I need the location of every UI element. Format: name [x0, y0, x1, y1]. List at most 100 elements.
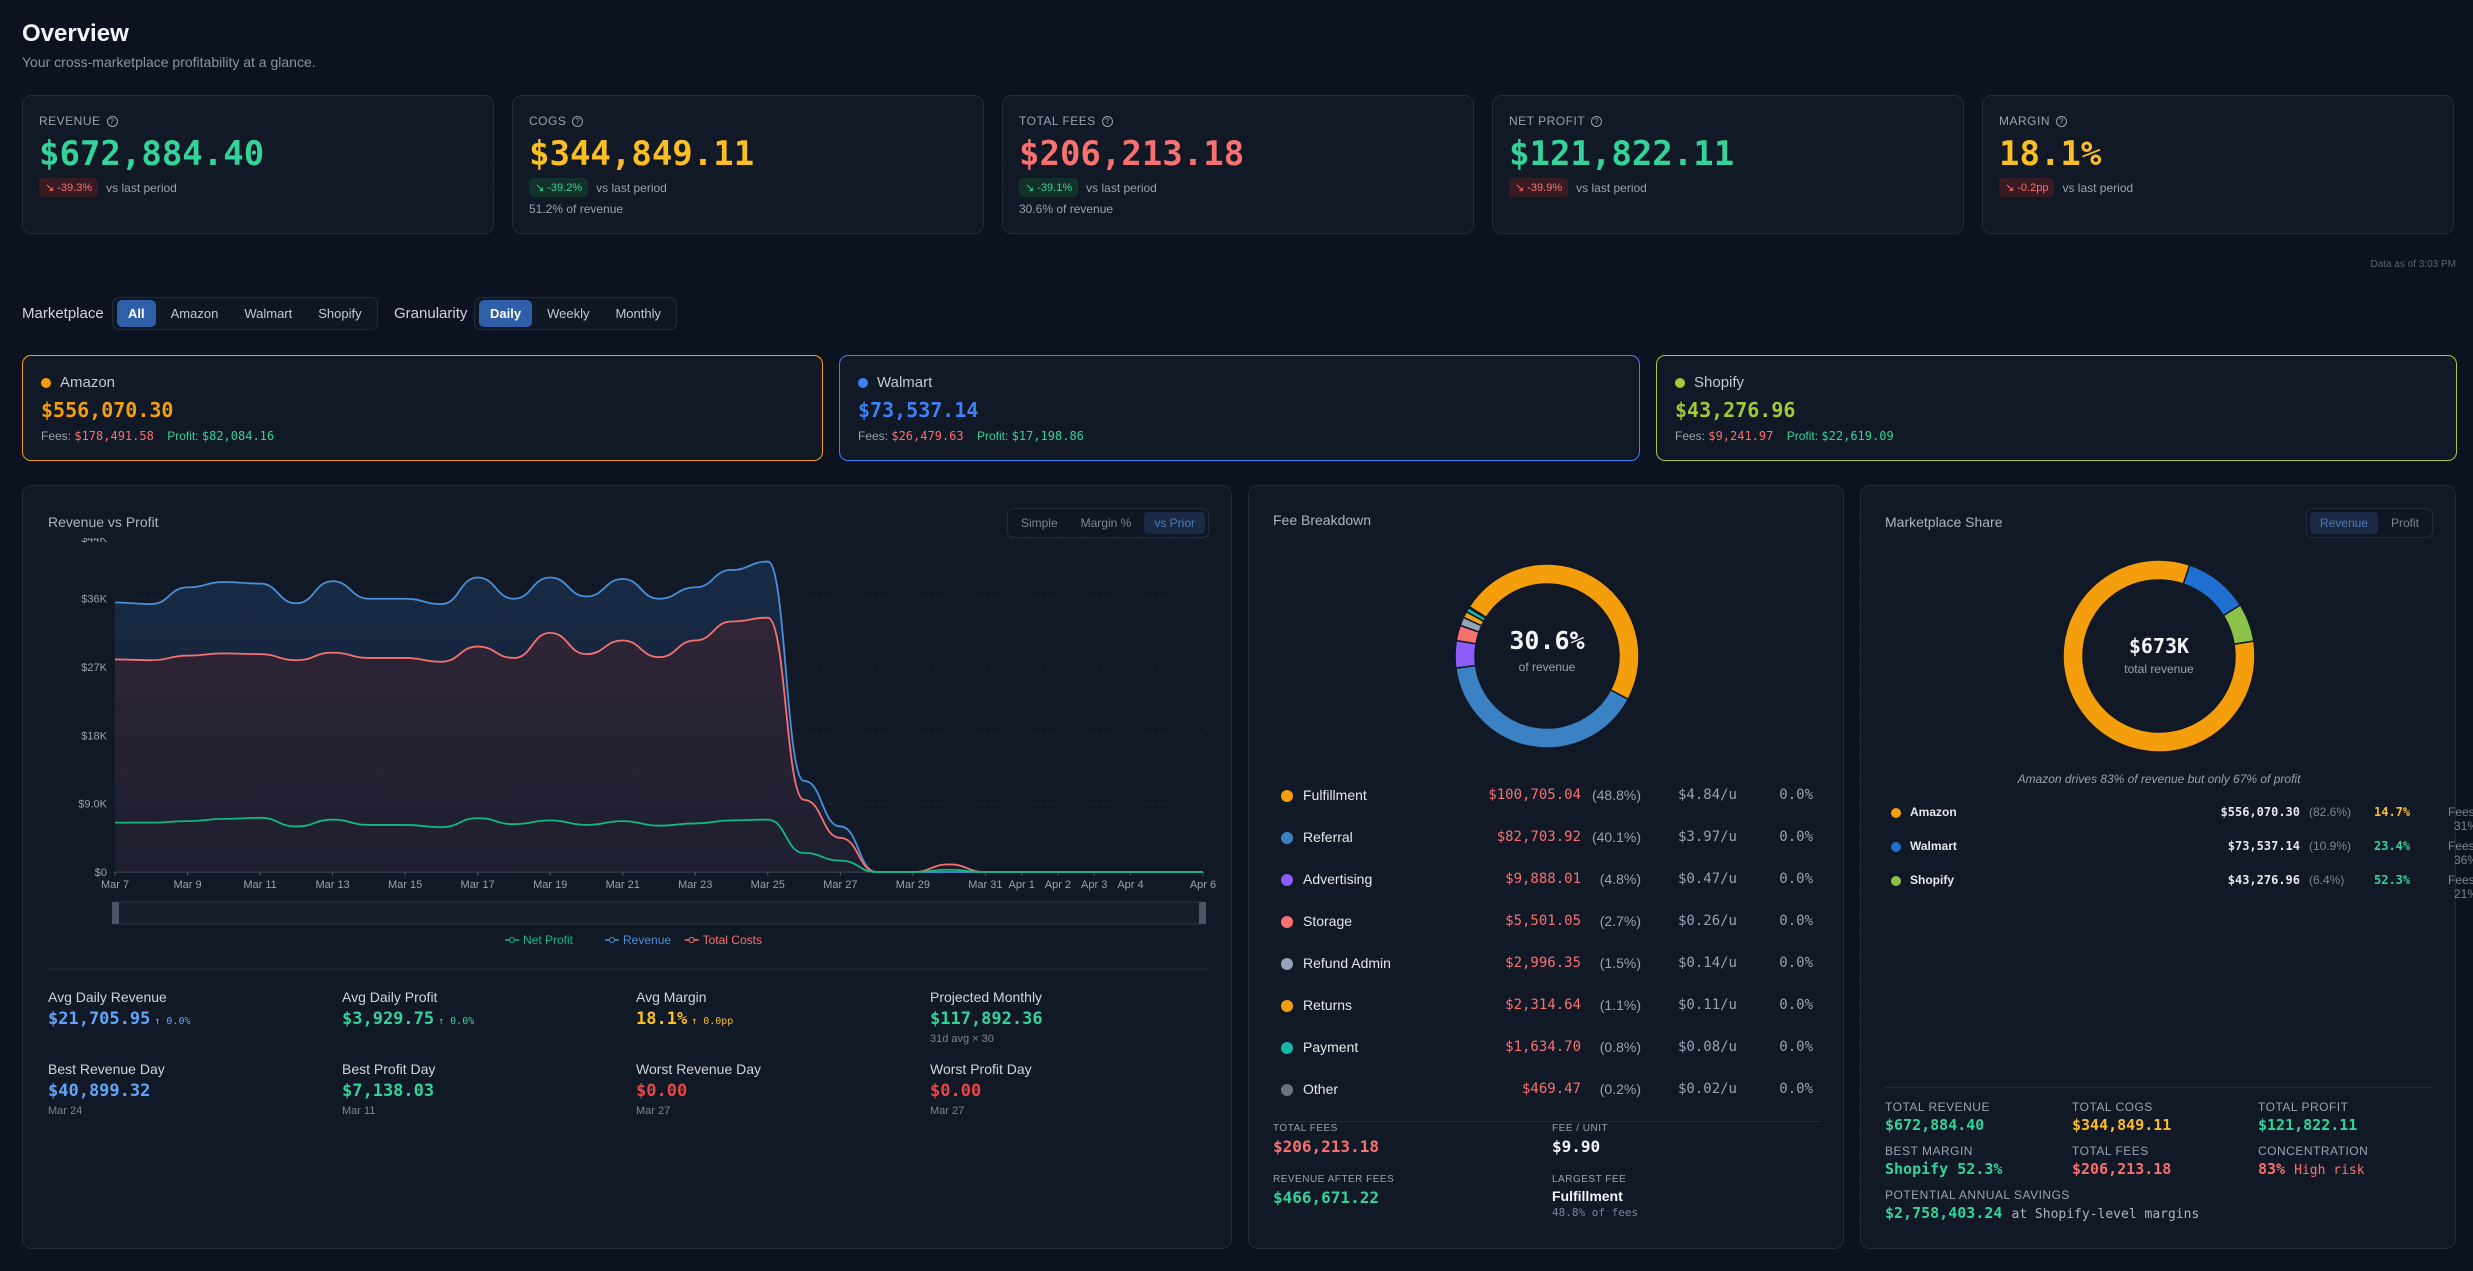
- marketplace-dot-icon: [1675, 377, 1685, 388]
- marketplace-card-shopify[interactable]: Shopify $43,276.96 Fees: $9,241.97 Profit:…: [1656, 355, 2457, 461]
- share-row-walmart[interactable]: Walmart $73,537.14 (10.9%) 23.4% Fees: 36%: [1891, 839, 2473, 869]
- marketplace-option-all[interactable]: All: [117, 300, 156, 327]
- share-donut-slice-walmart[interactable]: [2182, 564, 2242, 617]
- fee-per-unit: $0.08/u: [1677, 1039, 1737, 1055]
- fee-name: Refund Admin: [1303, 955, 1391, 971]
- stat-label: Worst Profit Day: [930, 1061, 1032, 1077]
- legend-item-net-profit[interactable]: Net Profit: [505, 933, 574, 947]
- share-mode-revenue[interactable]: Revenue: [2309, 512, 2378, 534]
- range-brush-handle-right[interactable]: [1199, 902, 1206, 924]
- fee-change: 0.0%: [1779, 871, 1813, 887]
- fee-row-other[interactable]: Other $469.47 (0.2%) $0.02/u 0.0%: [1281, 1079, 1821, 1121]
- fee-per-unit: $0.02/u: [1677, 1081, 1737, 1097]
- share-mode-profit[interactable]: Profit: [2390, 516, 2419, 530]
- granularity-option-monthly[interactable]: Monthly: [615, 306, 661, 321]
- fee-dot-icon: [1281, 790, 1293, 802]
- marketplace-card-name: Amazon: [41, 374, 115, 391]
- marketplace-card-amazon[interactable]: Amazon $556,070.30 Fees: $178,491.58 Profi…: [22, 355, 823, 461]
- marketplace-option-shopify[interactable]: Shopify: [318, 306, 362, 321]
- fee-row-storage[interactable]: Storage $5,501.05 (2.7%) $0.26/u 0.0%: [1281, 911, 1821, 953]
- info-icon[interactable]: ?: [106, 115, 118, 127]
- share-margin: 23.4%: [2374, 839, 2411, 853]
- kpi-change-badge: ↘ -39.2%: [529, 178, 589, 197]
- fee-row-referral[interactable]: Referral $82,703.92 (40.1%) $3.97/u 0.0%: [1281, 827, 1821, 869]
- fee-donut-slice-referral[interactable]: [1454, 664, 1630, 749]
- x-tick-label: Mar 9: [173, 879, 201, 891]
- marketplace-option-walmart[interactable]: Walmart: [244, 306, 293, 321]
- fee-percent: (1.5%): [1599, 955, 1641, 971]
- stat-worst-profit-day: Worst Profit Day $0.00 Mar 27: [930, 1061, 1032, 1117]
- kpi-label: TOTAL FEES?: [1019, 114, 1113, 128]
- kpi-change-period: vs last period: [596, 180, 667, 195]
- fees-label: Fees:: [1675, 429, 1706, 443]
- revenue-profit-chart[interactable]: $0 $9.0K $18K $27K $36K $44K Mar 7 Mar 9 Mar 11 M…: [23, 538, 1233, 998]
- legend-item-revenue[interactable]: Revenue: [605, 933, 671, 947]
- fee-row-fulfillment[interactable]: Fulfillment $100,705.04 (48.8%) $4.84/u 0.0%: [1281, 785, 1821, 827]
- share-potential-savings: POTENTIAL ANNUAL SAVINGS $2,758,403.24 a…: [1885, 1188, 2200, 1222]
- kpi-value: $121,822.11: [1509, 134, 1735, 174]
- share-row-amazon[interactable]: Amazon $556,070.30 (82.6%) 14.7% Fees: 31%: [1891, 805, 2473, 835]
- x-tick-label: Mar 17: [461, 879, 495, 891]
- chart-mode-margin-[interactable]: Margin %: [1080, 516, 1132, 530]
- marketplace-card-walmart[interactable]: Walmart $73,537.14 Fees: $26,479.63 Profit…: [839, 355, 1640, 461]
- fee-row-advertising[interactable]: Advertising $9,888.01 (4.8%) $0.47/u 0.0%: [1281, 869, 1821, 911]
- marketplace-option-amazon[interactable]: Amazon: [170, 306, 219, 321]
- marketplace-revenue: $43,276.96: [1675, 398, 1796, 422]
- info-icon[interactable]: ?: [1591, 115, 1603, 127]
- share-dot-icon: [1891, 876, 1901, 886]
- granularity-option-daily[interactable]: Daily: [479, 300, 533, 327]
- granularity-option-weekly[interactable]: Weekly: [547, 306, 590, 321]
- y-tick-label: $36K: [81, 594, 107, 606]
- share-total-profit: TOTAL PROFIT $121,822.11: [2258, 1100, 2358, 1134]
- share-amount: $556,070.30: [2220, 805, 2300, 819]
- share-donut-slice-amazon[interactable]: [2062, 559, 2256, 753]
- share-row-shopify[interactable]: Shopify $43,276.96 (6.4%) 52.3% Fees: 21%: [1891, 873, 2473, 903]
- x-tick-label: Mar 31: [968, 879, 1002, 891]
- range-brush[interactable]: [114, 901, 1204, 925]
- stat-avg-margin: Avg Margin 18.1% ↑ 0.0pp: [636, 989, 733, 1029]
- chart-mode-vs-prior[interactable]: vs Prior: [1144, 512, 1205, 534]
- fee-percent: (0.2%): [1599, 1081, 1641, 1097]
- kpi-change-badge: ↘ -39.3%: [39, 178, 99, 197]
- kpi-card-cogs: COGS? $344,849.11 ↘ -39.2% vs last period 51…: [512, 95, 984, 234]
- kpi-card-total-fees: TOTAL FEES? $206,213.18 ↘ -39.1% vs last pe…: [1002, 95, 1474, 234]
- profit-value: $22,619.09: [1821, 429, 1894, 443]
- range-brush-handle-left[interactable]: [112, 902, 119, 924]
- x-tick-label: Apr 2: [1045, 879, 1071, 891]
- info-icon[interactable]: ?: [1101, 115, 1113, 127]
- share-fees: Fees: 31%: [2447, 805, 2473, 833]
- share-donut-slice-shopify[interactable]: [2222, 604, 2255, 645]
- share-name: Walmart: [1910, 839, 1957, 853]
- fee-donut-slice-other[interactable]: [1467, 605, 1488, 620]
- stat-label: Best Profit Day: [342, 1061, 436, 1077]
- fee-name: Fulfillment: [1303, 787, 1367, 803]
- kpi-change-period: vs last period: [1086, 180, 1157, 195]
- fee-row-returns[interactable]: Returns $2,314.64 (1.1%) $0.11/u 0.0%: [1281, 995, 1821, 1037]
- total-costs-area: [115, 617, 1203, 872]
- x-tick-label: Mar 21: [606, 879, 640, 891]
- kpi-label: MARGIN?: [1999, 114, 2067, 128]
- marketplace-fees-profit: Fees: $9,241.97 Profit: $22,619.09: [1675, 429, 1894, 443]
- x-tick-label: Apr 6: [1190, 879, 1216, 891]
- chart-mode-simple[interactable]: Simple: [1020, 516, 1058, 530]
- fee-breakdown-panel: Fee Breakdown 30.6% of revenue Fulfillme…: [1248, 485, 1844, 1249]
- fee-row-payment[interactable]: Payment $1,634.70 (0.8%) $0.08/u 0.0%: [1281, 1037, 1821, 1079]
- fee-row-refund-admin[interactable]: Refund Admin $2,996.35 (1.5%) $0.14/u 0.0%: [1281, 953, 1821, 995]
- page-title: Overview: [22, 20, 129, 47]
- revenue-panel-title: Revenue vs Profit: [48, 514, 159, 530]
- stat-value: $117,892.36: [930, 1009, 1043, 1029]
- data-timestamp: Data as of 3:03 PM: [2370, 259, 2456, 270]
- legend-item-total-costs[interactable]: Total Costs: [684, 933, 762, 947]
- fee-donut-chart[interactable]: [1447, 556, 1647, 756]
- info-icon[interactable]: ?: [2056, 115, 2067, 127]
- total-fees-summary: TOTAL FEES $206,213.18: [1273, 1123, 1379, 1156]
- x-tick-label: Mar 13: [315, 879, 349, 891]
- kpi-label: COGS?: [529, 114, 584, 128]
- share-fees: Fees: 36%: [2447, 839, 2473, 867]
- stat-best-revenue-day: Best Revenue Day $40,899.32 Mar 24: [48, 1061, 165, 1117]
- share-donut-center-label: total revenue: [2124, 662, 2194, 676]
- share-donut-chart[interactable]: [2059, 556, 2259, 756]
- info-icon[interactable]: ?: [572, 115, 584, 127]
- x-tick-label: Mar 15: [388, 879, 422, 891]
- page-subtitle: Your cross-marketplace profitability at …: [22, 54, 316, 70]
